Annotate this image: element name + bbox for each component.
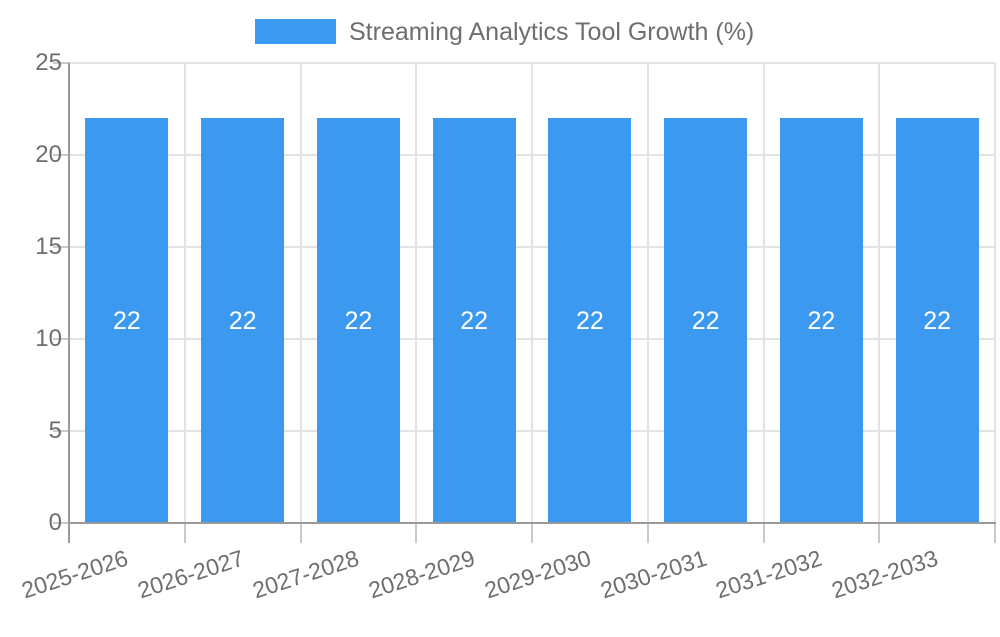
y-axis-tick-label: 5	[48, 417, 62, 444]
x-gridline	[762, 63, 765, 523]
bar-value-label: 22	[575, 306, 604, 335]
x-axis-tick	[994, 523, 996, 543]
x-gridline	[531, 63, 533, 523]
x-gridline	[299, 63, 302, 523]
y-axis-tick	[53, 246, 69, 248]
x-gridline	[878, 63, 881, 523]
bar-2029-2030[interactable]	[548, 118, 632, 523]
x-axis-line	[68, 522, 996, 524]
bar-2028-2029[interactable]	[432, 118, 516, 523]
y-axis-line	[68, 63, 70, 543]
bar-2027-2028[interactable]	[316, 118, 400, 523]
x-axis-tick	[646, 523, 649, 543]
x-axis-tick	[415, 523, 418, 543]
bar-value-label: 22	[807, 306, 836, 335]
legend-label: Streaming Analytics Tool Growth (%)	[349, 18, 755, 46]
legend-swatch	[255, 19, 336, 44]
x-axis-tick	[762, 523, 765, 543]
bar-value-label: 22	[228, 306, 257, 335]
bar-2031-2032[interactable]	[779, 118, 863, 523]
y-axis-tick	[53, 430, 69, 432]
x-axis-tick	[878, 523, 881, 543]
bar-value-label: 22	[923, 306, 952, 335]
bar-value-label: 22	[112, 306, 141, 335]
bar-2030-2031[interactable]	[664, 118, 748, 523]
bar-value-label: 22	[691, 306, 720, 335]
y-axis-tick-label: 25	[35, 49, 62, 76]
y-axis-tick-label: 10	[35, 325, 62, 352]
y-axis-tick	[53, 522, 69, 524]
bar-2025-2026[interactable]	[85, 118, 169, 523]
x-gridline	[646, 63, 649, 523]
bar-chart: Streaming Analytics Tool Growth (%) 0 5 10…	[0, 0, 1000, 604]
x-gridline	[415, 63, 418, 523]
chart-legend: Streaming Analytics Tool Growth (%)	[0, 0, 1000, 56]
y-axis-tick-label: 20	[35, 141, 62, 168]
bar-2026-2027[interactable]	[201, 118, 285, 523]
y-axis-tick-label: 0	[48, 509, 62, 536]
y-axis-tick-label: 15	[35, 233, 62, 260]
x-axis-tick	[183, 523, 186, 543]
bar-value-label: 22	[344, 306, 373, 335]
bar-value-label: 22	[460, 306, 489, 335]
x-axis-tick	[531, 523, 533, 543]
x-axis-tick	[299, 523, 302, 543]
y-axis-tick	[53, 338, 69, 340]
bar-2032-2033[interactable]	[895, 118, 979, 523]
y-axis-tick	[53, 154, 69, 156]
y-axis-tick	[53, 62, 69, 64]
x-gridline	[183, 63, 186, 523]
x-gridline	[994, 63, 996, 523]
